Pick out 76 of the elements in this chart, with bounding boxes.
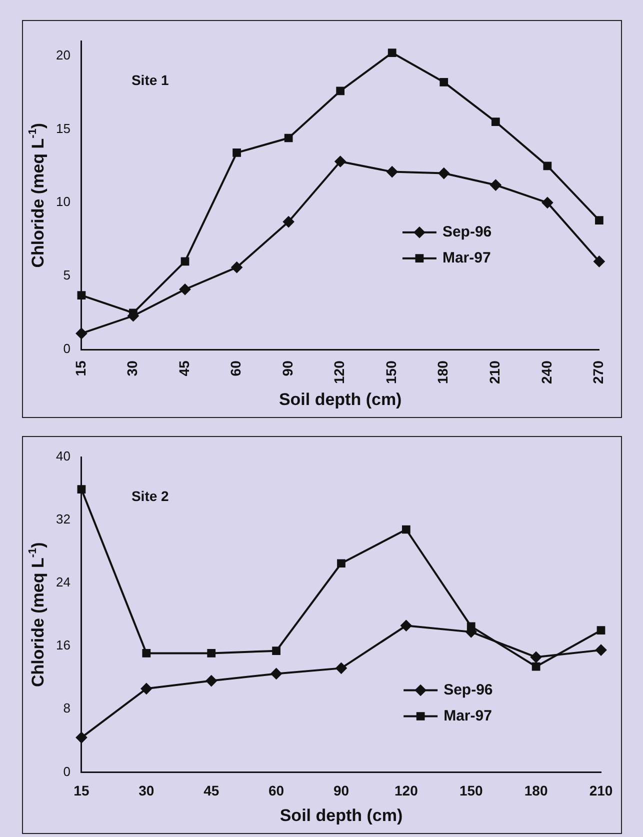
y-tick-label: 5 (63, 268, 70, 283)
x-tick-label: 90 (333, 782, 350, 798)
point (231, 262, 242, 273)
point (272, 646, 280, 656)
point (532, 662, 540, 671)
x-axis-title: Soil depth (cm) (280, 806, 403, 826)
point (594, 256, 605, 267)
point (388, 48, 396, 57)
y-tick-label: 15 (56, 120, 70, 136)
point (336, 662, 347, 674)
x-tick-label: 45 (204, 782, 220, 798)
legend-label: Sep-96 (442, 224, 492, 240)
point (334, 156, 346, 168)
point (386, 166, 398, 178)
point (530, 652, 542, 663)
point (595, 216, 604, 224)
point (490, 180, 502, 191)
x-tick-label: 180 (434, 360, 451, 384)
legend-label: Sep-96 (444, 681, 493, 698)
x-tick-label: 150 (382, 360, 399, 384)
y-tick-label: 40 (56, 448, 70, 464)
point (438, 168, 450, 179)
x-tick-label: 30 (124, 360, 140, 376)
point (400, 620, 412, 632)
x-tick-label: 120 (394, 782, 418, 798)
point (596, 626, 606, 635)
point (542, 197, 553, 208)
x-tick-label: 180 (524, 782, 548, 798)
point (206, 675, 217, 686)
x-tick-label: 45 (176, 360, 192, 376)
point (232, 148, 241, 157)
x-axis-title: Soil depth (cm) (278, 390, 402, 410)
x-tick-label: 270 (590, 360, 606, 384)
point (270, 668, 282, 680)
point (77, 485, 86, 494)
x-tick-label: 90 (279, 360, 296, 376)
point (491, 118, 500, 126)
x-tick-label: 15 (74, 782, 90, 798)
annotation: Site 1 (131, 72, 170, 88)
point (76, 328, 87, 339)
y-tick-label: 0 (63, 764, 70, 779)
y-axis-title: Chloride (meq L-1) (27, 122, 48, 268)
x-tick-label: 240 (538, 360, 554, 384)
point (283, 216, 294, 228)
y-tick-label: 10 (56, 194, 70, 210)
x-tick-label: 210 (486, 360, 503, 384)
point (76, 732, 87, 744)
point (336, 86, 345, 96)
point (440, 78, 448, 86)
point (543, 162, 552, 170)
x-tick-label: 60 (268, 782, 284, 798)
point (284, 134, 293, 142)
y-tick-label: 24 (56, 574, 70, 590)
annotation: Site 2 (131, 488, 170, 504)
legend-label: Mar-97 (442, 250, 491, 266)
point (180, 284, 191, 295)
y-tick-label: 16 (56, 638, 70, 653)
x-tick-label: 30 (138, 782, 154, 798)
point (337, 559, 346, 568)
point (140, 683, 152, 694)
y-tick-label: 8 (63, 700, 70, 716)
point (207, 649, 216, 658)
point (402, 525, 410, 534)
x-tick-label: 150 (459, 782, 484, 798)
point (596, 644, 606, 656)
legend-label: Mar-97 (444, 707, 492, 724)
y-tick-label: 32 (56, 512, 70, 527)
point (180, 257, 190, 266)
x-tick-label: 120 (331, 360, 348, 384)
point (142, 649, 151, 658)
y-tick-label: 20 (56, 47, 70, 62)
x-tick-label: 60 (228, 360, 244, 376)
point (77, 291, 86, 300)
y-axis-title: Chloride (meq L-1) (27, 542, 48, 688)
x-tick-label: 210 (589, 782, 613, 798)
y-tick-label: 0 (63, 341, 70, 356)
